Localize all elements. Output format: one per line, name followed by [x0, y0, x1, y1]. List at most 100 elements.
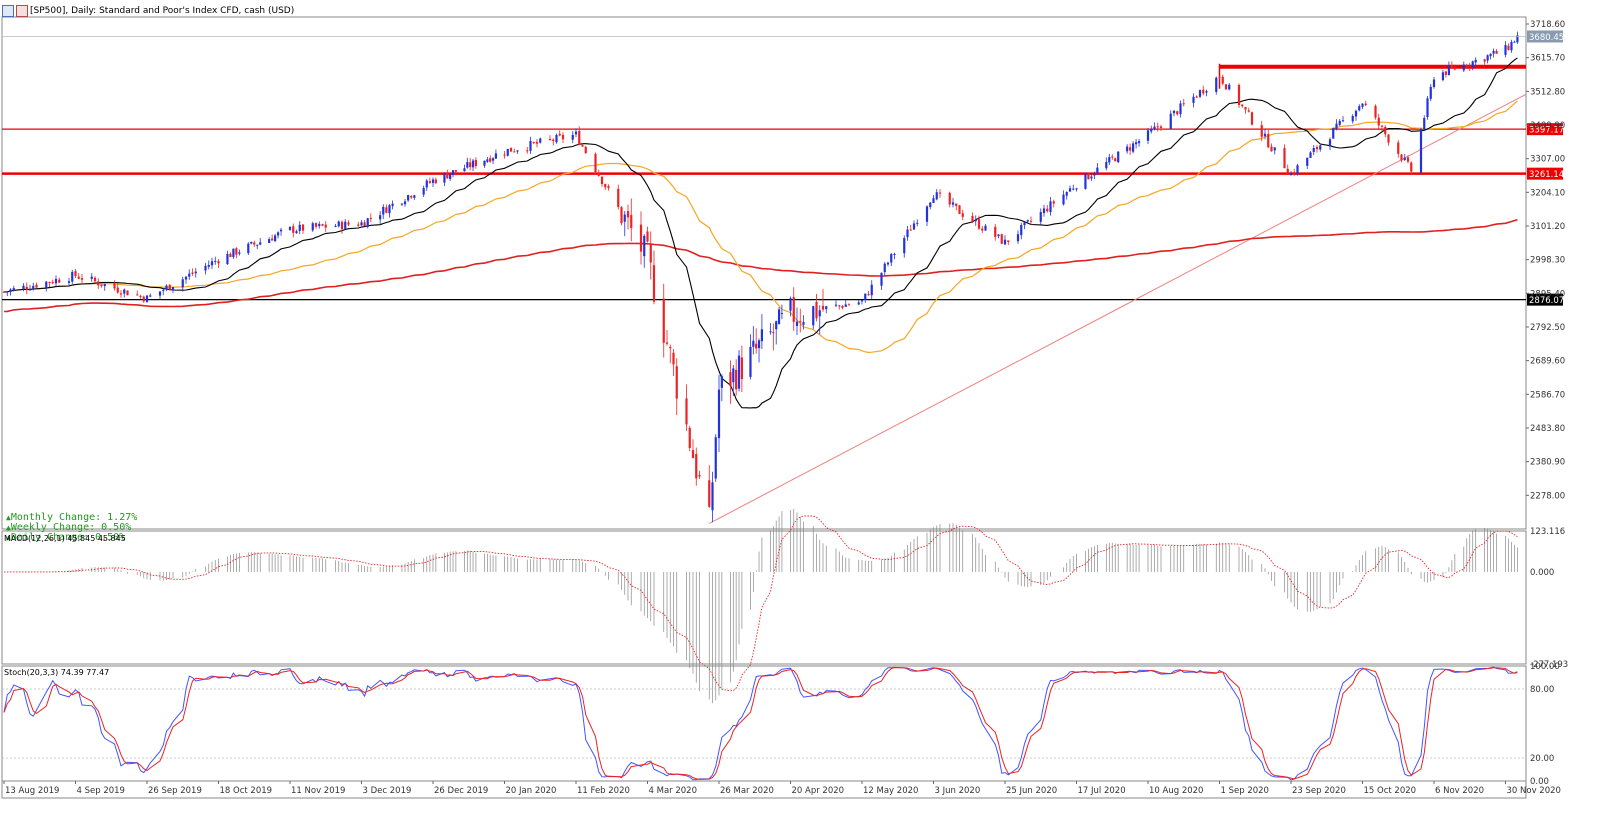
candle-body — [558, 133, 561, 136]
candle-body — [994, 226, 997, 237]
candle-body — [630, 215, 633, 229]
candle-body — [12, 288, 15, 291]
candle-body — [1075, 188, 1078, 190]
chart-title: [SP500], Daily: Standard and Poor's Inde… — [30, 6, 295, 16]
candle-body — [604, 184, 607, 188]
candle-body — [646, 231, 649, 242]
candle-body — [1198, 90, 1202, 97]
candle-body — [194, 271, 197, 274]
candle-body — [292, 226, 295, 233]
time-tick-label: 17 Jul 2020 — [1078, 786, 1126, 796]
candle-body — [1471, 61, 1474, 68]
candle-body — [795, 321, 799, 326]
candle-body — [274, 235, 277, 242]
candle-body — [867, 294, 870, 296]
candle-body — [1072, 188, 1075, 190]
candle-body — [880, 272, 883, 286]
candle-body — [28, 289, 32, 291]
candle-body — [1400, 154, 1403, 161]
candle-body — [597, 172, 600, 176]
candle-body — [883, 263, 886, 273]
current-price-tag — [1527, 30, 1563, 43]
candle-body — [142, 296, 145, 302]
candle-body — [1087, 173, 1090, 180]
candle-body — [32, 285, 35, 290]
candle-body — [139, 295, 142, 297]
candle-body — [1221, 76, 1224, 84]
time-tick-label: 13 Aug 2019 — [5, 786, 59, 796]
candle-body — [489, 158, 492, 162]
candle-body — [324, 224, 327, 228]
candle-body — [48, 282, 51, 284]
candle-body — [1132, 143, 1135, 152]
candle-body — [1065, 192, 1068, 196]
support-trendline — [709, 93, 1527, 524]
candle-body — [516, 150, 519, 152]
candle-body — [509, 147, 513, 152]
candle-body — [1283, 148, 1286, 169]
candle-body — [665, 342, 669, 344]
candle-body — [1129, 147, 1132, 151]
candle-body — [977, 219, 981, 229]
candle-body — [526, 150, 529, 152]
time-tick-label: 18 Oct 2019 — [220, 786, 273, 796]
candle-body — [451, 170, 455, 175]
price-tick-label: 3409.90 — [1530, 121, 1565, 131]
candle-body — [279, 229, 283, 232]
candle-body — [1510, 41, 1513, 51]
candle-body — [337, 221, 340, 227]
candle-body — [1361, 103, 1364, 107]
candle-body — [229, 253, 232, 258]
candle-body — [916, 222, 919, 224]
candle-body — [1182, 103, 1185, 105]
candle-body — [207, 265, 210, 267]
candle-body — [407, 195, 410, 201]
candle-body — [857, 302, 860, 305]
candle-body — [1289, 173, 1293, 175]
candle-body — [1263, 133, 1267, 137]
candle-body — [623, 214, 626, 222]
candle-body — [226, 253, 229, 265]
candle-body — [890, 253, 893, 263]
candle-body — [669, 346, 672, 349]
candle-body — [74, 271, 77, 277]
candle-body — [1218, 76, 1221, 78]
candle-body — [1250, 112, 1254, 125]
candle-body — [1039, 212, 1042, 222]
candle-body — [369, 217, 372, 219]
price-tick-label: 2689.60 — [1530, 357, 1565, 367]
candle-body — [841, 305, 844, 308]
candle-body — [1397, 142, 1400, 154]
candle-body — [1444, 71, 1448, 75]
candle-body — [119, 293, 123, 295]
candle-body — [974, 219, 977, 222]
candle-body — [446, 173, 449, 179]
ma-slow-line — [3, 218, 1518, 313]
time-tick-label: 26 Mar 2020 — [720, 786, 774, 796]
candle-body — [1049, 201, 1052, 213]
candle-body — [799, 321, 802, 323]
stoch-tick-label: 20.00 — [1530, 754, 1554, 764]
candle-body — [1117, 151, 1120, 163]
candle-body — [45, 281, 48, 288]
stoch-tick-label: 80.00 — [1530, 685, 1554, 695]
candle-body — [363, 222, 366, 226]
candle-body — [626, 211, 630, 218]
candle-body — [1046, 208, 1049, 212]
candle-body — [1029, 220, 1033, 222]
candle-body — [1432, 79, 1436, 88]
candle-body — [714, 437, 717, 479]
candle-body — [379, 215, 382, 220]
price-tick-label: 3204.10 — [1530, 188, 1565, 198]
candle-body — [466, 162, 469, 168]
candle-body — [454, 170, 457, 172]
candle-body — [382, 206, 385, 215]
candle-body — [652, 265, 656, 302]
candle-body — [1335, 123, 1338, 129]
time-tick-label: 30 Nov 2020 — [1507, 786, 1561, 796]
candle-body — [757, 340, 761, 349]
candle-body — [529, 140, 532, 151]
candle-body — [1332, 128, 1335, 139]
candle-body — [1093, 174, 1096, 176]
candles-group — [2, 31, 1519, 523]
